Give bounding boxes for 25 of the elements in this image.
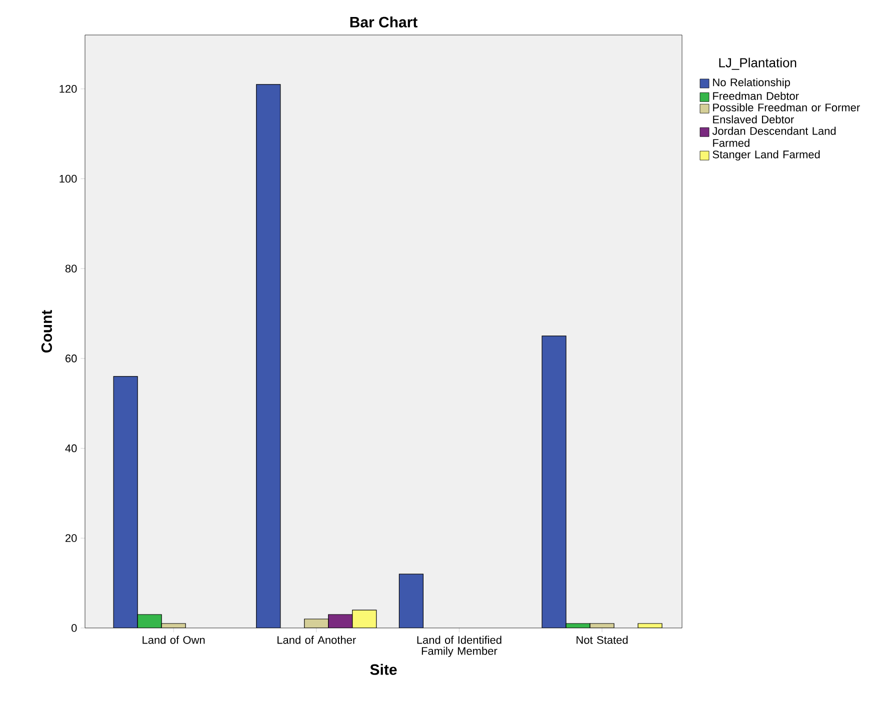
y-tick-label: 100 [60,174,77,183]
legend-label: Possible Freedman or Former Enslaved Debtor [713,103,860,124]
y-tick-label: 80 [65,264,77,272]
legend-label: No Relationship [713,78,790,88]
x-tick-label: Land of Own [142,636,205,644]
bar [352,610,377,628]
legend-label: Stanger Land Farmed [712,150,820,161]
bar [113,376,138,628]
y-tick-label: 60 [66,354,77,362]
y-axis-title: Count [41,310,52,353]
chart-title: Bar Chart [350,16,418,28]
legend-label: Jordan Descendant Land Farmed [712,126,836,147]
y-tick-label: 0 [72,624,77,632]
bar [256,84,281,628]
x-tick-label: Land of Identified Family Member [417,636,502,658]
legend-title: LJ_Plantation [719,58,796,70]
x-tick-label: Not Stated [576,636,628,644]
y-tick-label: 120 [60,85,77,93]
bar [542,336,566,628]
legend-label: Freedman Debtor [713,92,799,100]
bar [398,574,424,628]
y-tick-label: 40 [65,444,77,452]
y-tick-label: 20 [66,534,77,542]
x-tick-label: Land of Another [278,636,356,644]
x-axis-title: Site [370,664,397,675]
